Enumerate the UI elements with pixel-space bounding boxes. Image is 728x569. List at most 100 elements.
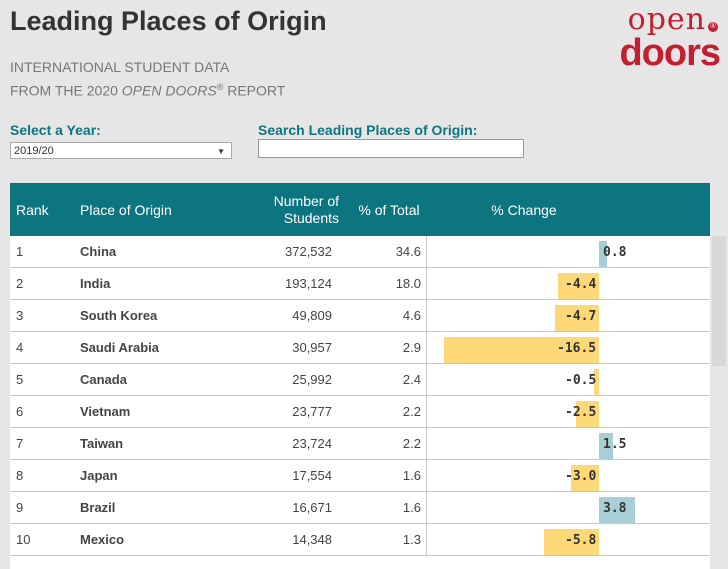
cell-pct-total: 4.6 <box>402 308 421 323</box>
table-row[interactable]: 10 Mexico 14,348 1.3 -5.8 <box>10 524 710 556</box>
cell-place: India <box>80 276 111 291</box>
header-rank[interactable]: Rank <box>16 202 49 218</box>
header-pct-change[interactable]: % Change <box>491 202 557 218</box>
cell-place: Canada <box>80 372 127 387</box>
change-label: -4.7 <box>565 309 597 324</box>
change-bar[interactable] <box>599 497 635 523</box>
cell-students: 372,532 <box>285 244 332 259</box>
column-divider <box>426 396 427 427</box>
change-bar[interactable] <box>594 369 599 395</box>
change-label: 3.8 <box>603 501 627 516</box>
scrollbar-thumb[interactable] <box>712 236 726 366</box>
cell-place: Brazil <box>80 500 116 515</box>
column-divider <box>426 524 427 555</box>
change-bar[interactable] <box>554 305 599 331</box>
table-row[interactable]: 9 Brazil 16,671 1.6 3.8 <box>10 492 710 524</box>
cell-students: 14,348 <box>292 532 332 547</box>
table-row-partial <box>10 556 710 569</box>
cell-pct-total: 2.9 <box>402 340 421 355</box>
cell-students: 23,724 <box>292 436 332 451</box>
cell-rank: 7 <box>16 436 24 451</box>
cell-pct-total: 1.6 <box>402 468 421 483</box>
subtitle-registered-mark: ® <box>216 82 224 92</box>
cell-pct-total: 34.6 <box>395 244 421 259</box>
table-row[interactable]: 6 Vietnam 23,777 2.2 -2.5 <box>10 396 710 428</box>
logo-registered-mark: ® <box>708 22 718 32</box>
column-divider <box>426 492 427 523</box>
cell-place: Mexico <box>80 532 125 547</box>
cell-pct-total: 2.2 <box>402 436 421 451</box>
change-label: -5.8 <box>565 533 597 548</box>
cell-pct-total: 2.2 <box>402 404 421 419</box>
change-label: -4.4 <box>565 277 597 292</box>
change-bar[interactable] <box>570 465 599 491</box>
cell-pct-total: 1.6 <box>402 500 421 515</box>
change-label: 0.8 <box>603 245 627 260</box>
header-students-line-2: Students <box>283 210 339 226</box>
table-row[interactable]: 7 Taiwan 23,724 2.2 1.5 <box>10 428 710 460</box>
search-label: Search Leading Places of Origin: <box>258 122 478 138</box>
logo-text-doors: doors <box>619 32 721 74</box>
subtitle-line-2: FROM THE 2020 OPEN DOORS® REPORT <box>10 77 285 101</box>
change-bar[interactable] <box>599 433 614 459</box>
cell-place: Taiwan <box>80 436 124 451</box>
table-row[interactable]: 2 India 193,124 18.0 -4.4 <box>10 268 710 300</box>
cell-students: 17,554 <box>292 468 332 483</box>
subtitle-suffix: REPORT <box>223 82 286 99</box>
column-divider <box>426 332 427 363</box>
table-row[interactable]: 4 Saudi Arabia 30,957 2.9 -16.5 <box>10 332 710 364</box>
table-row[interactable]: 8 Japan 17,554 1.6 -3.0 <box>10 460 710 492</box>
column-divider <box>426 268 427 299</box>
cell-place: South Korea <box>80 308 158 323</box>
change-bar[interactable] <box>575 401 599 427</box>
subtitle-prefix: FROM THE 2020 <box>10 82 122 99</box>
year-select-label: Select a Year: <box>10 122 101 138</box>
header-pct-total[interactable]: % of Total <box>358 202 420 218</box>
column-divider <box>426 300 427 331</box>
cell-rank: 9 <box>16 500 24 515</box>
table-header: Rank Place of Origin Number of Students … <box>10 183 710 236</box>
header-students-line-1: Number of <box>273 193 339 209</box>
year-select[interactable]: 2019/20 ▼ <box>10 142 232 159</box>
change-bar[interactable] <box>599 241 607 267</box>
change-label: -0.5 <box>565 373 597 388</box>
subtitle-report-name: OPEN DOORS <box>121 82 217 99</box>
page-title: Leading Places of Origin <box>10 6 327 36</box>
cell-pct-total: 2.4 <box>402 372 421 387</box>
column-divider <box>426 428 427 459</box>
cell-place: Vietnam <box>80 404 131 419</box>
change-label: -2.5 <box>565 405 597 420</box>
page-subtitle: INTERNATIONAL STUDENT DATA FROM THE 2020… <box>10 57 285 101</box>
change-bar[interactable] <box>443 337 599 363</box>
open-doors-logo[interactable]: open ® doors <box>602 2 721 74</box>
table-body: 1 China 372,532 34.6 0.8 2 India 193,124 18.0 -4.… <box>10 236 710 556</box>
cell-students: 16,671 <box>292 500 332 515</box>
cell-place: Japan <box>80 468 118 483</box>
header-students[interactable]: Number of Students <box>255 193 339 227</box>
cell-students: 49,809 <box>292 308 332 323</box>
cell-rank: 1 <box>16 244 24 259</box>
cell-rank: 6 <box>16 404 24 419</box>
column-divider <box>426 236 427 267</box>
cell-rank: 10 <box>16 532 31 547</box>
table-row[interactable]: 3 South Korea 49,809 4.6 -4.7 <box>10 300 710 332</box>
table-row[interactable]: 1 China 372,532 34.6 0.8 <box>10 236 710 268</box>
column-divider <box>426 364 427 395</box>
header-place[interactable]: Place of Origin <box>80 202 172 218</box>
table-row[interactable]: 5 Canada 25,992 2.4 -0.5 <box>10 364 710 396</box>
cell-students: 25,992 <box>292 372 332 387</box>
change-bar[interactable] <box>544 529 599 555</box>
change-label: -3.0 <box>565 469 597 484</box>
subtitle-line-1: INTERNATIONAL STUDENT DATA <box>10 59 230 75</box>
logo-text-open: open <box>627 2 706 37</box>
change-bar[interactable] <box>557 273 599 299</box>
change-label: 1.5 <box>603 437 627 452</box>
cell-students: 193,124 <box>285 276 332 291</box>
search-input[interactable] <box>258 139 524 158</box>
cell-place: Saudi Arabia <box>80 340 159 355</box>
cell-rank: 5 <box>16 372 24 387</box>
cell-rank: 2 <box>16 276 24 291</box>
column-divider <box>426 460 427 491</box>
chevron-down-icon[interactable]: ▼ <box>217 147 225 156</box>
cell-students: 30,957 <box>292 340 332 355</box>
